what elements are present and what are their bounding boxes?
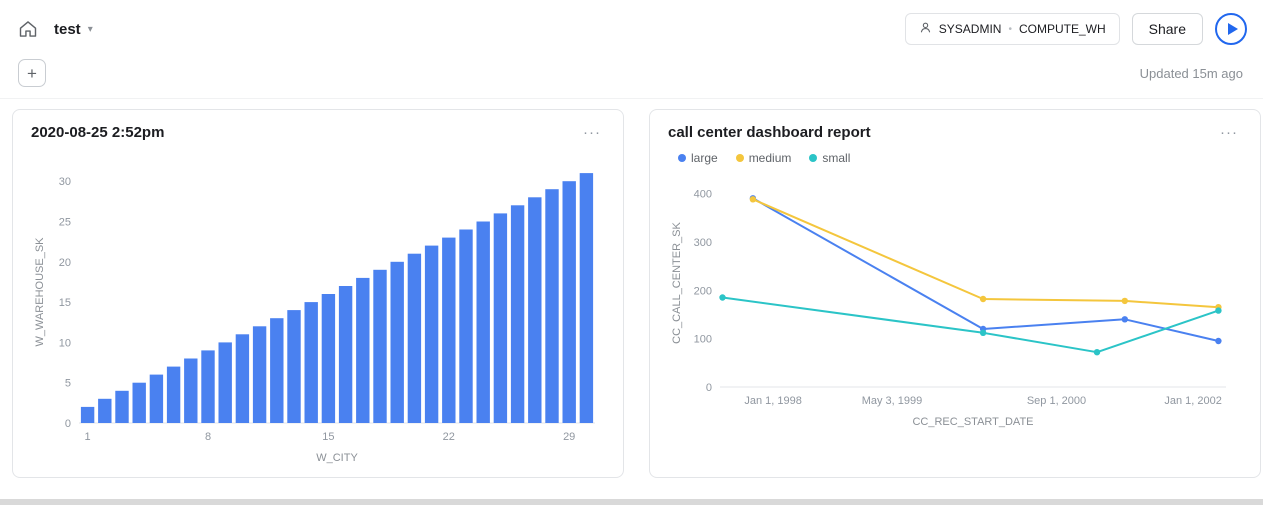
svg-text:0: 0: [65, 418, 71, 430]
top-bar-row: test ▾ SYSADMIN • COMPUTE_WH Share: [18, 12, 1247, 46]
top-bar: test ▾ SYSADMIN • COMPUTE_WH Share +: [0, 0, 1263, 99]
svg-text:CC_REC_START_DATE: CC_REC_START_DATE: [912, 416, 1033, 428]
svg-text:20: 20: [59, 257, 71, 269]
tile-line-chart: call center dashboard report ··· large me…: [649, 109, 1261, 478]
svg-text:300: 300: [694, 237, 712, 249]
svg-text:30: 30: [59, 176, 71, 188]
svg-text:400: 400: [694, 189, 712, 201]
tile-title: call center dashboard report: [668, 124, 871, 141]
svg-text:CC_CALL_CENTER_SK: CC_CALL_CENTER_SK: [671, 222, 683, 344]
bottom-edge-strip: [0, 499, 1263, 505]
svg-text:25: 25: [59, 217, 71, 229]
svg-text:1: 1: [85, 431, 91, 443]
tile-menu-icon[interactable]: ···: [1220, 124, 1238, 141]
tile-header: call center dashboard report ···: [668, 124, 1242, 141]
svg-text:15: 15: [322, 431, 334, 443]
svg-text:May 3, 1999: May 3, 1999: [862, 395, 923, 407]
chart-legend: large medium small: [678, 151, 1242, 165]
home-icon[interactable]: [18, 19, 38, 39]
role-warehouse-selector[interactable]: SYSADMIN • COMPUTE_WH: [904, 13, 1120, 45]
dashboard-tiles: 2020-08-25 2:52pm ··· 0 5 10 15 20 25 30 1 8 15 22…: [0, 99, 1263, 484]
warehouse-label: COMPUTE_WH: [1018, 22, 1106, 36]
svg-text:100: 100: [694, 334, 712, 346]
separator-dot-icon: •: [1008, 23, 1012, 35]
top-bar-right: SYSADMIN • COMPUTE_WH Share: [904, 13, 1247, 45]
add-tile-button[interactable]: +: [18, 59, 46, 87]
legend-dot-icon: [735, 154, 744, 162]
legend-item-small[interactable]: small: [809, 151, 850, 165]
svg-text:Sep 1, 2000: Sep 1, 2000: [1027, 395, 1086, 407]
chevron-down-icon: ▾: [87, 23, 93, 35]
top-bar-second-row: + Updated 15m ago: [18, 58, 1247, 88]
person-icon: [919, 21, 932, 37]
svg-text:200: 200: [694, 285, 712, 297]
svg-text:0: 0: [706, 382, 712, 394]
play-icon: [1227, 23, 1238, 35]
tile-title: 2020-08-25 2:52pm: [31, 124, 165, 141]
tile-bar-chart: 2020-08-25 2:52pm ··· 0 5 10 15 20 25 30 1 8 15 22…: [12, 109, 624, 478]
svg-text:Jan 1, 1998: Jan 1, 1998: [744, 395, 802, 407]
legend-item-medium[interactable]: medium: [735, 151, 791, 165]
svg-text:29: 29: [563, 431, 575, 443]
svg-text:W_CITY: W_CITY: [316, 452, 358, 464]
tile-menu-icon[interactable]: ···: [583, 124, 601, 141]
svg-text:15: 15: [59, 297, 71, 309]
svg-text:Jan 1, 2002: Jan 1, 2002: [1164, 395, 1222, 407]
page-title: test: [54, 20, 81, 38]
updated-status: Updated 15m ago: [1139, 65, 1243, 81]
line-chart[interactable]: 0 100 200 300 400 Jan 1, 1998 May 3, 1999 Sep 1…: [668, 169, 1242, 431]
run-button[interactable]: [1215, 13, 1247, 45]
svg-text:10: 10: [59, 337, 71, 349]
bar-chart[interactable]: 0 5 10 15 20 25 30 1 8 15 22 29 W_CITY W_WAREHOUSE_SK: [31, 147, 605, 469]
svg-text:8: 8: [205, 431, 211, 443]
share-button[interactable]: Share: [1131, 13, 1203, 45]
tile-header: 2020-08-25 2:52pm ···: [31, 124, 605, 141]
svg-text:W_WAREHOUSE_SK: W_WAREHOUSE_SK: [34, 237, 46, 347]
svg-text:5: 5: [65, 378, 71, 390]
role-label: SYSADMIN: [938, 22, 1002, 36]
legend-dot-icon: [678, 154, 686, 162]
dashboard-title-dropdown[interactable]: test ▾: [54, 21, 93, 38]
legend-item-large[interactable]: large: [678, 151, 718, 165]
svg-text:22: 22: [443, 431, 455, 443]
legend-dot-icon: [809, 154, 818, 162]
